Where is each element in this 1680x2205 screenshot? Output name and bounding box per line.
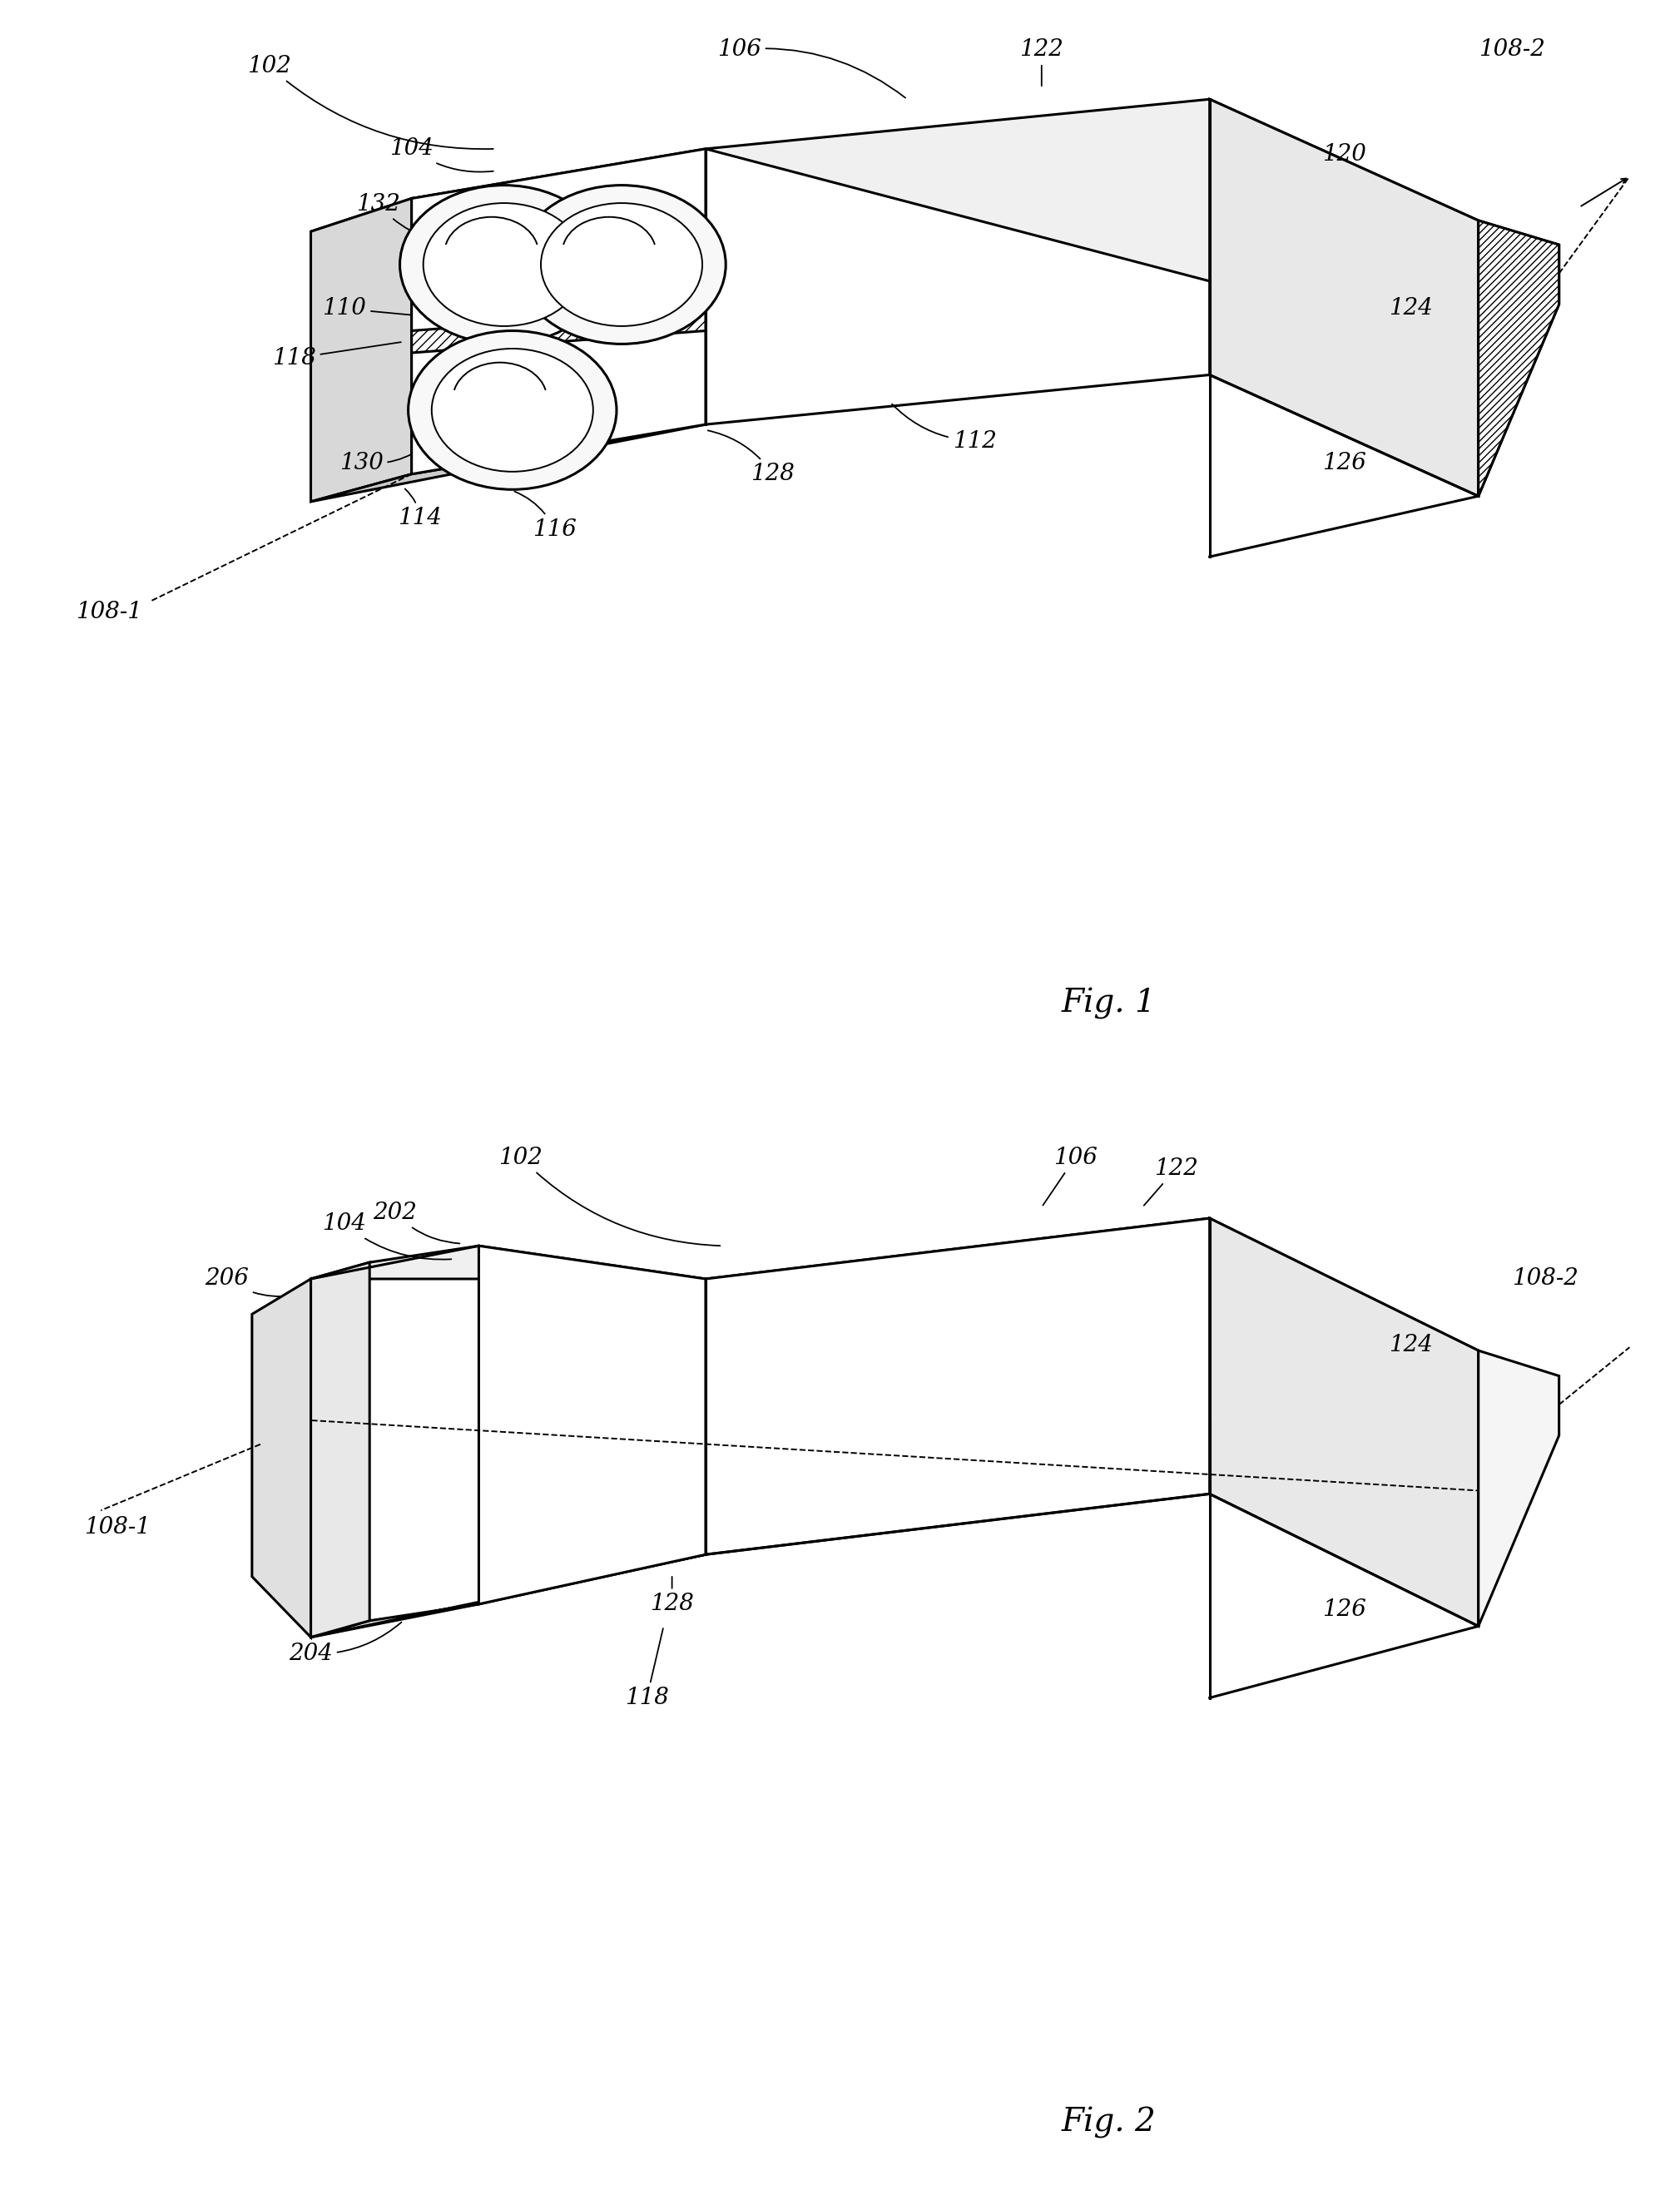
Polygon shape <box>1478 220 1559 496</box>
Text: 122: 122 <box>1020 37 1063 86</box>
Polygon shape <box>311 150 706 232</box>
Ellipse shape <box>408 331 617 490</box>
Polygon shape <box>1478 1349 1559 1627</box>
Text: 128: 128 <box>650 1577 694 1616</box>
Text: 118: 118 <box>272 342 402 370</box>
Polygon shape <box>479 1246 706 1605</box>
Text: 112: 112 <box>892 404 996 452</box>
Polygon shape <box>311 1246 706 1279</box>
Text: 116: 116 <box>514 492 576 540</box>
Text: 120: 120 <box>1322 143 1366 165</box>
Polygon shape <box>706 1217 1478 1422</box>
Text: 114: 114 <box>398 490 442 529</box>
Text: 206: 206 <box>205 1268 292 1297</box>
Text: 108-2: 108-2 <box>1512 1268 1579 1290</box>
Text: 108-1: 108-1 <box>84 1515 151 1539</box>
Polygon shape <box>1210 1217 1478 1627</box>
Text: 128: 128 <box>707 430 795 485</box>
Text: 204: 204 <box>289 1623 402 1665</box>
Text: Fig. 1: Fig. 1 <box>1062 988 1156 1019</box>
Text: 132: 132 <box>356 192 469 243</box>
Text: 104: 104 <box>323 1213 452 1259</box>
Polygon shape <box>706 1217 1210 1555</box>
Text: Fig. 2: Fig. 2 <box>1062 2106 1156 2139</box>
Text: 126: 126 <box>1322 1599 1366 1621</box>
Polygon shape <box>252 1279 311 1636</box>
Text: 110: 110 <box>323 298 460 320</box>
Text: 126: 126 <box>1322 452 1366 474</box>
Polygon shape <box>1478 220 1559 496</box>
Polygon shape <box>1210 99 1478 496</box>
Ellipse shape <box>517 185 726 344</box>
Polygon shape <box>412 150 706 474</box>
Polygon shape <box>706 99 1478 282</box>
Ellipse shape <box>400 185 608 344</box>
Text: 202: 202 <box>373 1202 460 1244</box>
Text: 130: 130 <box>339 423 444 474</box>
Ellipse shape <box>541 203 702 326</box>
Polygon shape <box>311 198 412 503</box>
Text: 102: 102 <box>247 55 494 150</box>
Text: 104: 104 <box>390 137 494 172</box>
Text: 106: 106 <box>1043 1147 1097 1206</box>
Text: 102: 102 <box>499 1147 721 1246</box>
Text: 124: 124 <box>1389 1334 1433 1356</box>
Polygon shape <box>311 1555 706 1636</box>
Text: 108-1: 108-1 <box>76 600 143 624</box>
Polygon shape <box>412 309 706 353</box>
Polygon shape <box>311 423 706 503</box>
Text: 124: 124 <box>1389 298 1433 320</box>
Ellipse shape <box>432 348 593 472</box>
Text: 122: 122 <box>1144 1158 1198 1206</box>
Text: 106: 106 <box>717 37 906 97</box>
Text: 108-2: 108-2 <box>1478 37 1546 62</box>
Polygon shape <box>311 1261 370 1636</box>
Ellipse shape <box>423 203 585 326</box>
Text: 118: 118 <box>625 1629 669 1709</box>
